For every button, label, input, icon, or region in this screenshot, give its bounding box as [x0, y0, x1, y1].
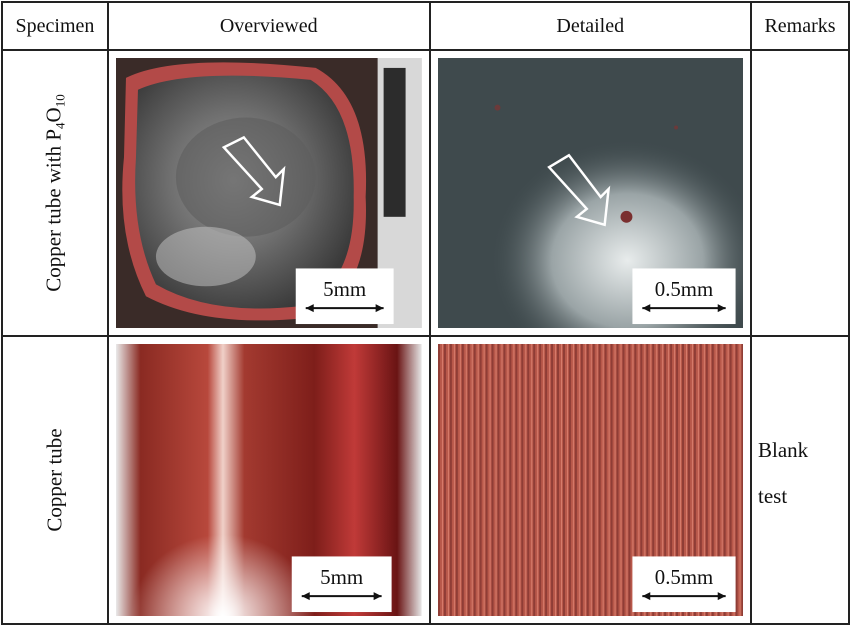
- overview-scale-label: 5mm: [323, 277, 366, 301]
- overview-image-cell: 5mm: [106, 335, 431, 625]
- remarks-text: Blank test: [758, 427, 808, 519]
- header-specimen: Specimen: [1, 1, 109, 51]
- remarks-line-1: Blank: [758, 438, 809, 462]
- detail-scale-label: 0.5mm: [654, 277, 712, 301]
- detail-image-cell: 0.5mm: [428, 49, 753, 337]
- overview-photo: 5mm: [115, 58, 422, 328]
- header-detailed: Detailed: [428, 1, 753, 51]
- specimen-cell: Copper tube with P4O10: [1, 49, 109, 337]
- detail-photo: 0.5mm: [437, 58, 744, 328]
- detail-photo: 0.5mm: [437, 344, 744, 616]
- remarks-line-2: test: [758, 484, 788, 508]
- table-row: Copper tube: [1, 335, 850, 625]
- header-remarks: Remarks: [750, 1, 850, 51]
- table-row: Copper tube with P4O10: [1, 49, 850, 337]
- specimen-label: Copper tube: [42, 428, 67, 532]
- overview-image-cell: 5mm: [106, 49, 431, 337]
- header-row: Specimen Overviewed Detailed Remarks: [1, 1, 850, 51]
- remarks-cell: [750, 49, 850, 337]
- specimen-label: Copper tube with P4O10: [41, 94, 68, 292]
- detail-image-cell: 0.5mm: [428, 335, 753, 625]
- header-overviewed: Overviewed: [106, 1, 431, 51]
- detail-scale-label: 0.5mm: [654, 565, 712, 589]
- overview-scale-label: 5mm: [320, 565, 363, 589]
- remarks-cell: Blank test: [750, 335, 850, 625]
- specimen-cell: Copper tube: [1, 335, 109, 625]
- overview-photo: 5mm: [115, 344, 422, 616]
